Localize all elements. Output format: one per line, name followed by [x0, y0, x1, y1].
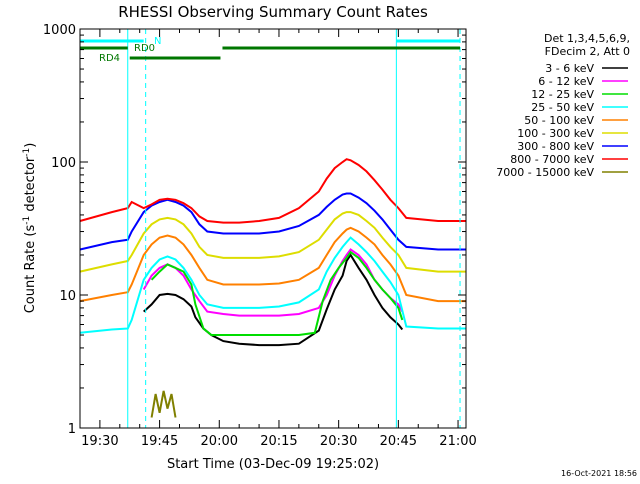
legend-entry-label-1: 6 - 12 keV — [538, 75, 594, 88]
x-tick-label-3: 20:15 — [260, 434, 297, 449]
legend-entry-label-3: 25 - 50 keV — [531, 101, 594, 114]
series-line-5 — [79, 211, 466, 273]
series-line-4 — [79, 226, 466, 303]
legend-entry-label-7: 800 - 7000 keV — [510, 153, 594, 166]
legend: Det 1,3,4,5,6,9, FDecim 2, Att 0 3 - 6 k… — [496, 32, 630, 179]
series-line-3 — [79, 236, 466, 334]
chart-title: RHESSI Observing Summary Count Rates — [118, 3, 428, 21]
y-tick-label-1: 10 — [59, 289, 76, 304]
legend-entry-label-0: 3 - 6 keV — [545, 62, 594, 75]
legend-header-line-2: FDecim 2, Att 0 — [545, 45, 630, 58]
series-line-2 — [150, 250, 404, 336]
y-axis-label: Count Rate (s-1 detector-1) — [22, 143, 38, 314]
series-line-8 — [150, 390, 177, 418]
x-tick-label-1: 19:45 — [141, 434, 178, 449]
legend-entry-label-8: 7000 - 15000 keV — [496, 166, 594, 179]
legend-header-line-1: Det 1,3,4,5,6,9, — [544, 32, 630, 45]
plot-frame — [79, 28, 467, 429]
state-bar-label-rd0: RD0 — [134, 43, 155, 54]
x-axis-label: Start Time (03-Dec-09 19:25:02) — [167, 457, 379, 472]
series-line-6 — [79, 192, 466, 251]
x-tick-label-0: 19:30 — [81, 434, 118, 449]
y-tick-label-2: 100 — [51, 156, 76, 171]
x-tick-label-2: 20:00 — [201, 434, 238, 449]
x-tick-label-5: 20:45 — [380, 434, 417, 449]
x-tick-label-6: 21:00 — [439, 434, 476, 449]
legend-entry-label-5: 100 - 300 keV — [517, 127, 594, 140]
legend-entry-label-6: 300 - 800 keV — [517, 140, 594, 153]
series-line-7 — [79, 158, 466, 224]
y-tick-label-3: 1000 — [43, 23, 76, 38]
series-line-0 — [143, 253, 404, 347]
y-tick-label-0: 1 — [68, 422, 76, 437]
x-tick-label-4: 20:30 — [320, 434, 357, 449]
state-bar-label-rd4: RD4 — [99, 53, 120, 64]
state-bar-label-n: N — [154, 36, 161, 47]
legend-entry-label-2: 12 - 25 keV — [531, 88, 594, 101]
axes: 1 10 100 1000 19:30 19:45 20:00 20:15 20:30 20:45… — [43, 23, 477, 449]
footer-timestamp: 16-Oct-2021 18:56 — [561, 469, 637, 478]
legend-entry-label-4: 50 - 100 keV — [524, 114, 594, 127]
